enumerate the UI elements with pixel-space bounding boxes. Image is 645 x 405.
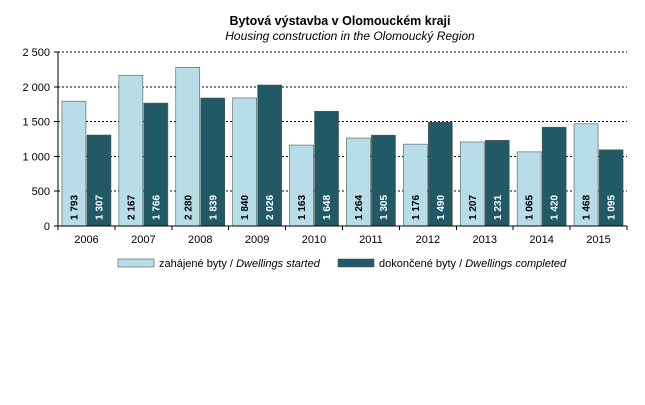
x-tick-label: 2014 xyxy=(529,234,553,246)
x-tick-label: 2012 xyxy=(416,234,440,246)
gridlines xyxy=(58,51,627,192)
bar-started xyxy=(346,137,371,227)
data-label-started: 1 176 xyxy=(411,195,422,220)
y-tick-label: 1 000 xyxy=(22,151,50,163)
y-axis-ticks: 0 500 1 000 1 500 2 000 2 500 xyxy=(22,47,58,233)
bar-completed xyxy=(598,149,624,227)
bar-completed xyxy=(428,121,453,227)
data-label-started: 1 163 xyxy=(297,195,308,220)
y-tick-label: 2 500 xyxy=(22,47,50,59)
data-label-completed: 1 095 xyxy=(607,195,618,220)
bar-started xyxy=(232,97,257,227)
data-label-completed: 1 307 xyxy=(94,195,105,220)
legend-label-en: Dwellings started xyxy=(236,258,321,270)
data-label-started: 1 468 xyxy=(582,195,593,220)
data-label-completed: 1 231 xyxy=(493,195,504,220)
x-axis-ticks: 2006 2007 2008 2009 2010 2011 2012 2013 2014 2015 xyxy=(57,226,628,246)
data-label-completed: 1 648 xyxy=(322,195,333,220)
x-tick-label: 2008 xyxy=(188,234,212,246)
bar-started xyxy=(459,141,485,227)
data-label-started: 2 280 xyxy=(183,195,194,220)
bar-started xyxy=(573,123,599,227)
data-label-completed: 1 490 xyxy=(436,195,447,220)
data-label-completed: 1 839 xyxy=(208,195,219,220)
legend-swatch-completed xyxy=(337,258,375,268)
legend-label-en: Dwellings completed xyxy=(465,258,567,270)
x-tick-label: 2009 xyxy=(245,234,269,246)
data-label-completed: 1 420 xyxy=(550,195,561,220)
legend-label-completed: dokončené byty / Dwellings completed xyxy=(379,258,567,270)
legend: zahájené byty / Dwellings started dokonče… xyxy=(117,258,567,270)
data-label-started: 1 264 xyxy=(354,195,365,220)
y-tick-label: 0 xyxy=(44,221,50,233)
chart-subtitle: Housing construction in the Olomoucký Re… xyxy=(225,29,475,43)
bar-started xyxy=(61,100,87,227)
x-tick-label: 2006 xyxy=(74,234,98,246)
legend-swatch-started xyxy=(117,258,155,268)
x-tick-label: 2007 xyxy=(131,234,155,246)
bar-started xyxy=(289,144,314,227)
x-tick-label: 2013 xyxy=(473,234,497,246)
bar-started xyxy=(175,67,201,227)
legend-label-started: zahájené byty / Dwellings started xyxy=(159,258,321,270)
y-tick-label: 500 xyxy=(32,186,50,198)
y-tick-label: 1 500 xyxy=(22,117,50,129)
chart-title: Bytová výstavba v Olomouckém kraji xyxy=(230,14,451,28)
data-label-started: 1 065 xyxy=(525,195,536,220)
data-label-completed: 1 305 xyxy=(379,195,390,220)
bar-completed xyxy=(257,84,282,227)
legend-label-cz: zahájené byty / xyxy=(159,258,236,270)
bar-completed xyxy=(200,97,226,227)
legend-label-cz: dokončené byty / xyxy=(379,258,465,270)
data-label-started: 1 840 xyxy=(240,195,251,220)
data-label-started: 1 793 xyxy=(69,195,80,220)
x-tick-label: 2015 xyxy=(586,234,610,246)
x-tick-label: 2010 xyxy=(302,234,326,246)
bar-completed xyxy=(143,102,169,227)
x-tick-label: 2011 xyxy=(359,234,383,246)
bar-started xyxy=(403,143,428,227)
bar-completed xyxy=(371,134,396,227)
y-tick-label: 2 000 xyxy=(22,82,50,94)
bar-started xyxy=(516,151,542,227)
data-label-started: 2 167 xyxy=(126,195,137,220)
bar-started xyxy=(118,74,144,227)
axes xyxy=(57,52,627,227)
bars: 1 793 1 307 2 167 1 766 2 280 1 839 1 840 2 026… xyxy=(61,67,624,227)
data-label-started: 1 207 xyxy=(468,195,479,220)
bar-completed xyxy=(541,126,567,227)
data-label-completed: 2 026 xyxy=(265,195,276,220)
data-label-completed: 1 766 xyxy=(151,195,162,220)
bar-completed xyxy=(484,140,510,227)
